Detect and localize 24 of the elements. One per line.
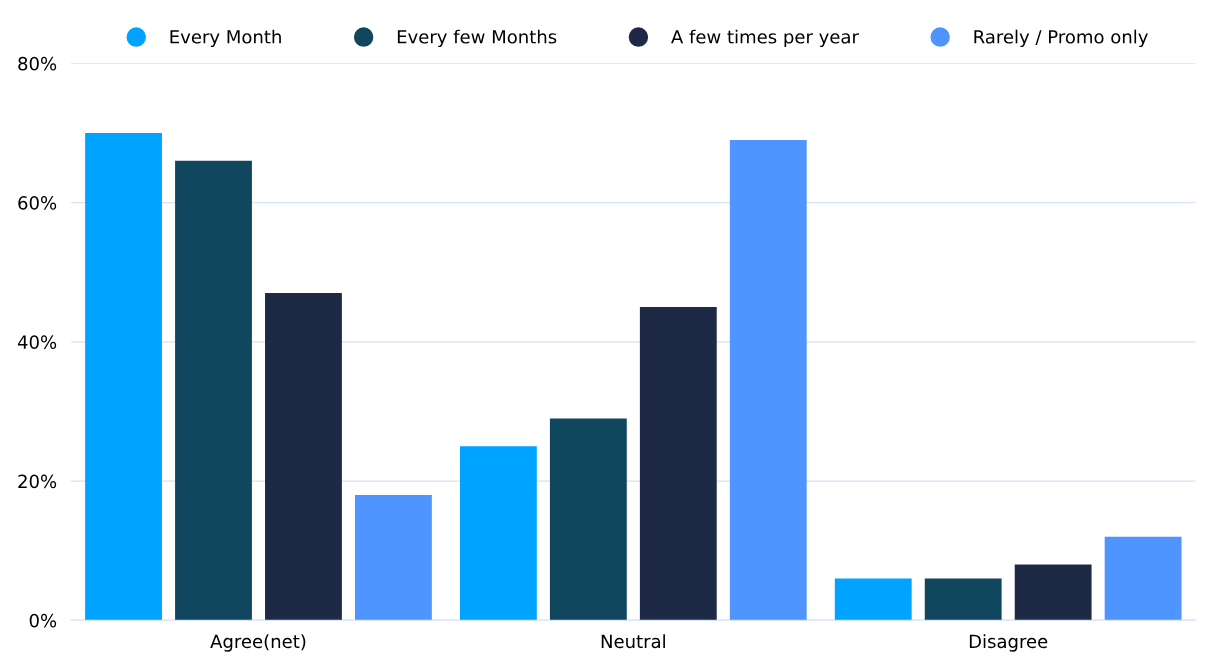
bar: [459, 446, 537, 621]
bar: [355, 495, 432, 621]
bar: [85, 132, 162, 621]
bar: [549, 418, 627, 621]
bar: [729, 139, 807, 621]
x-tick-label: Disagree: [969, 634, 1048, 652]
legend-label: A few times per year: [671, 29, 859, 48]
y-tick-label: 40%: [17, 335, 57, 349]
bar: [834, 578, 912, 621]
legend-label: Every Month: [170, 29, 281, 48]
y-tick-label: 20%: [18, 474, 57, 489]
bar: [265, 293, 342, 621]
bar: [924, 578, 1002, 621]
bar: [175, 160, 252, 621]
x-tick-label: Agree(net): [210, 634, 306, 652]
y-tick-label: 80%: [18, 56, 57, 71]
y-tick-label: 60%: [18, 196, 57, 210]
x-tick-label: Neutral: [601, 634, 665, 649]
bar: [1104, 536, 1182, 621]
legend-label: Rarely / Promo only: [974, 29, 1148, 48]
legend-label: Every few Months: [397, 29, 557, 48]
y-tick-label: 0%: [29, 613, 57, 628]
bar: [1014, 564, 1092, 621]
bar: [639, 307, 717, 621]
